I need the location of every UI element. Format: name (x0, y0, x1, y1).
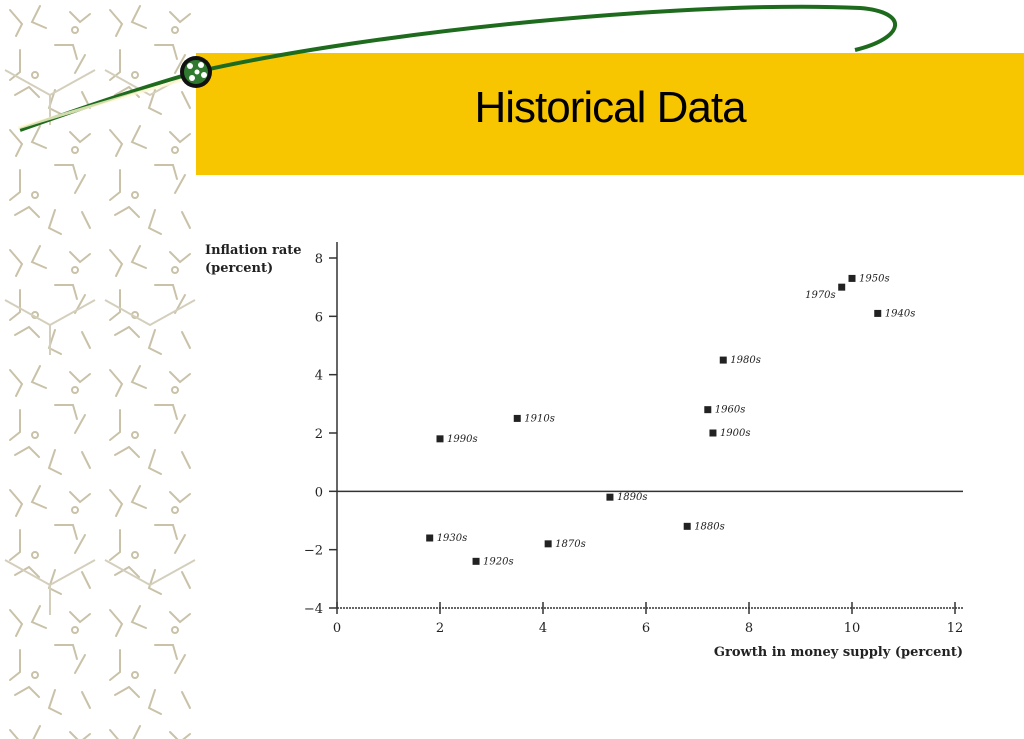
data-label: 1940s (885, 308, 916, 319)
y-tick-label: 2 (315, 427, 323, 442)
data-label: 1870s (555, 539, 586, 550)
data-point (426, 534, 434, 542)
y-tick-label: 0 (315, 485, 323, 500)
x-tick-label: 4 (539, 621, 547, 636)
y-tick-label: −2 (304, 544, 323, 559)
data-point (709, 429, 717, 437)
decorative-pattern (0, 0, 200, 739)
y-tick-label: 8 (315, 252, 323, 267)
y-tick-label: 4 (315, 369, 323, 384)
data-point (719, 356, 727, 364)
x-tick-label: 12 (947, 621, 964, 636)
x-tick-label: 8 (745, 621, 753, 636)
scatter-chart: Inflation rate (percent) Growth in money… (205, 242, 963, 660)
data-label: 1890s (617, 492, 648, 503)
y-tick-label: 6 (315, 310, 323, 325)
data-point (472, 557, 480, 565)
data-points: 1950s 1970s 1940s 1980s 1910s 1960s 1900s 1990s… (426, 273, 915, 567)
data-label: 1910s (524, 413, 555, 424)
data-label: 1980s (730, 355, 761, 366)
data-label: 1900s (720, 428, 751, 439)
data-label: 1990s (447, 434, 478, 445)
x-axis-label: Growth in money supply (percent) (714, 645, 963, 660)
y-axis-label-line1: Inflation rate (205, 243, 302, 258)
data-point (513, 414, 521, 422)
x-tick-label: 10 (844, 621, 861, 636)
data-label: 1930s (437, 533, 468, 544)
data-label: 1950s (859, 273, 890, 284)
data-label: 1920s (483, 556, 514, 567)
x-tick-label: 2 (436, 621, 444, 636)
data-point (874, 309, 882, 317)
data-label: 1970s (805, 290, 836, 301)
axes: 8 6 4 2 0 −2 −4 0 2 4 6 8 10 12 (304, 242, 963, 636)
y-tick-label: −4 (304, 602, 323, 617)
slide-title: Historical Data (474, 83, 746, 132)
data-point (544, 540, 552, 548)
data-point (436, 435, 444, 443)
data-point (848, 274, 856, 282)
data-point (683, 522, 691, 530)
x-tick-label: 6 (642, 621, 650, 636)
y-axis-label-line2: (percent) (205, 261, 273, 276)
data-label: 1960s (715, 405, 746, 416)
x-tick-label: 0 (333, 621, 341, 636)
data-point (704, 406, 712, 414)
data-point (838, 283, 846, 291)
data-label: 1880s (694, 521, 725, 532)
data-point (606, 493, 614, 501)
